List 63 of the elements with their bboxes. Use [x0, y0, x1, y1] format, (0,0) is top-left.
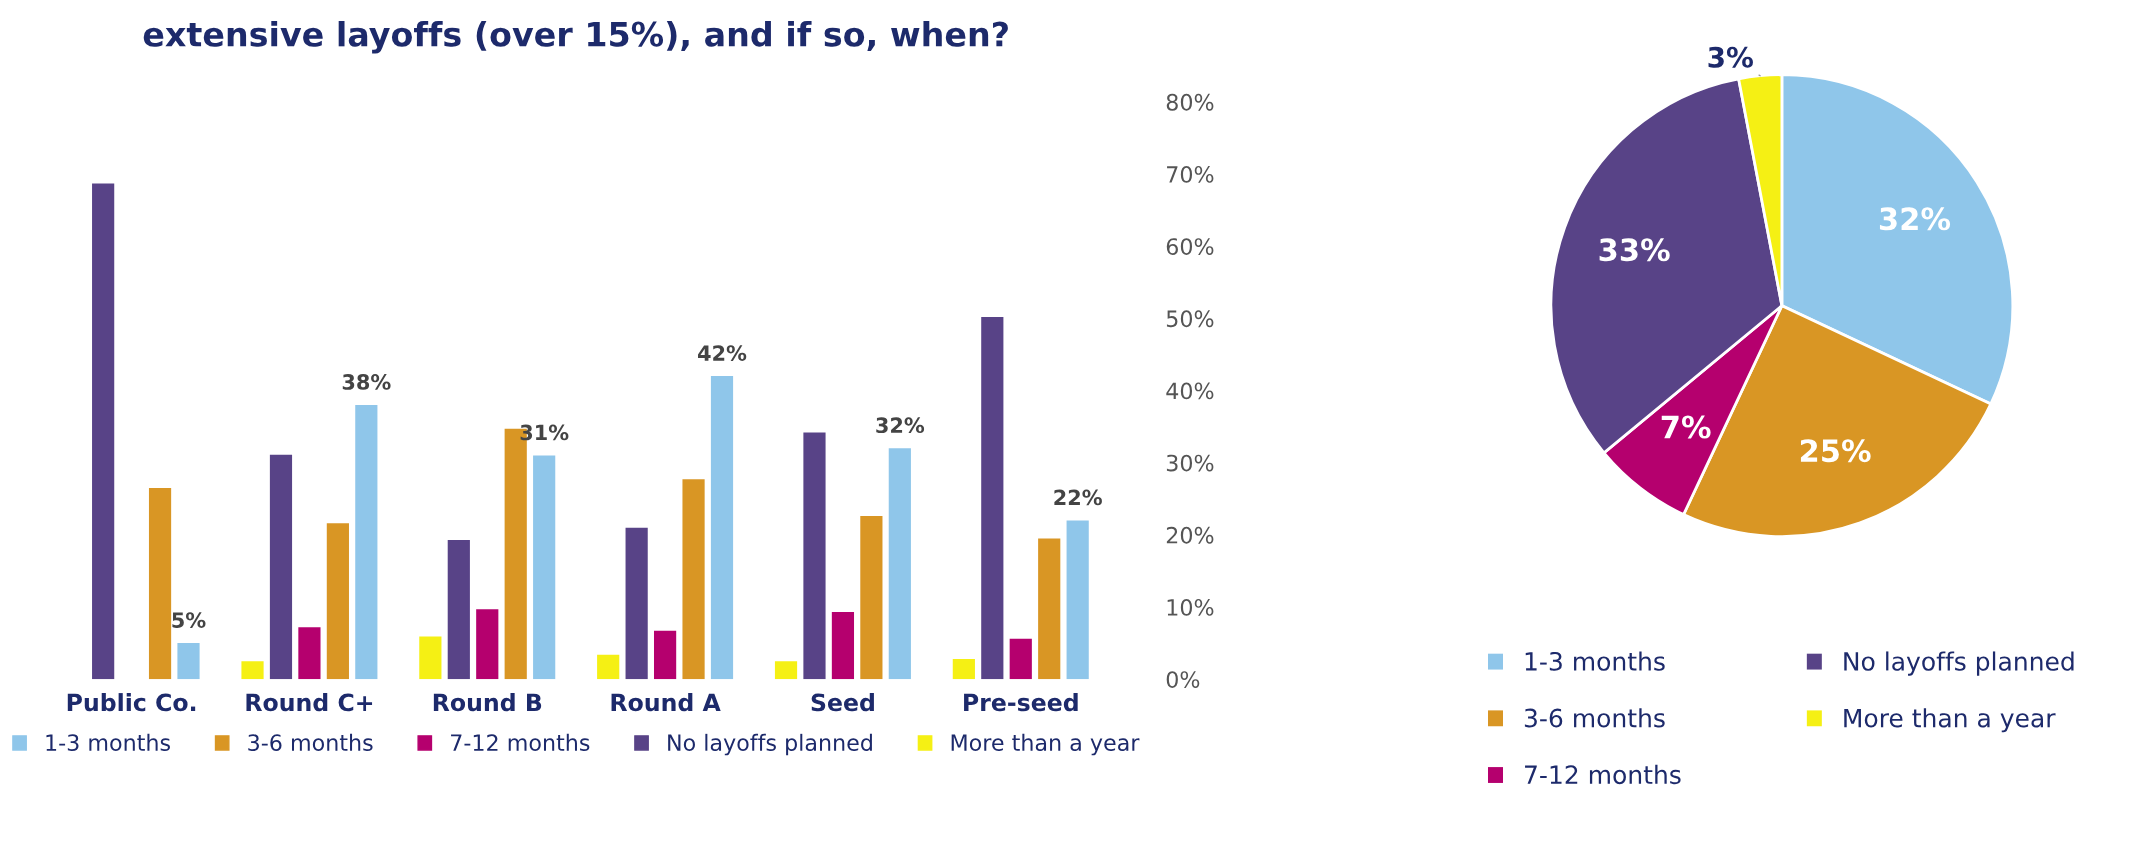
data-label: 25%: [1800, 439, 1871, 463]
data-label: 33%: [1599, 238, 1670, 262]
bar: [447, 539, 470, 680]
legend-label: 1-3 months: [1525, 651, 1665, 671]
x-tick-label: Round A: [611, 693, 721, 712]
y-tick-label: 10%: [1167, 598, 1214, 616]
bar: [888, 448, 911, 680]
bar: [803, 432, 826, 680]
legend-label: No layoffs planned: [1844, 651, 2074, 676]
bar: [533, 455, 556, 680]
y-tick-label: 80%: [1166, 93, 1214, 111]
data-label: 5%: [172, 612, 206, 628]
bar: [860, 516, 883, 680]
data-label: 42%: [698, 345, 747, 361]
bar: [654, 630, 677, 680]
data-label: 3%: [1708, 46, 1753, 68]
bar: [682, 479, 705, 680]
bar: [177, 643, 200, 680]
bar: [831, 612, 855, 680]
bar: [710, 376, 734, 680]
legend-label: 7-12 months: [1525, 764, 1681, 785]
bar: [476, 609, 499, 680]
bar: [597, 654, 620, 680]
bar: [148, 487, 172, 680]
x-tick-label: Seed: [811, 693, 874, 712]
bar: [269, 454, 293, 680]
data-label: 32%: [876, 417, 925, 434]
bar: [419, 636, 442, 680]
x-tick-label: Public Co.: [67, 693, 196, 712]
x-tick-label: Round C+: [246, 693, 373, 712]
bar: [355, 404, 378, 680]
bar: [1066, 520, 1089, 680]
bar: [326, 523, 349, 680]
y-tick-label: 50%: [1166, 310, 1214, 328]
y-tick-label: 40%: [1166, 382, 1214, 400]
legend-label: 3-6 months: [1524, 708, 1665, 728]
legend-label: 3-6 months: [248, 733, 373, 752]
bar: [952, 658, 975, 680]
x-tick-label: Pre-seed: [964, 693, 1078, 712]
y-tick-label: 60%: [1166, 238, 1214, 255]
y-tick-label: 20%: [1166, 526, 1214, 544]
legend-label: 7-12 months: [451, 733, 590, 752]
y-tick-label: 0%: [1166, 671, 1200, 688]
bar: [1009, 638, 1032, 680]
chart-title: extensive layoffs (over 15%), and if so, when?: [143, 21, 1008, 54]
data-label: 38%: [342, 374, 391, 390]
bar: [241, 661, 264, 680]
bar: [298, 627, 321, 680]
data-label: 7%: [1661, 415, 1711, 439]
data-label: 22%: [1054, 489, 1102, 506]
y-tick-label: 70%: [1167, 165, 1214, 183]
legend-label: More than a year: [951, 733, 1140, 756]
bar: [625, 527, 648, 680]
bar: [92, 183, 115, 680]
legend-label: More than a year: [1844, 708, 2056, 733]
data-label: 32%: [1879, 207, 1951, 231]
legend-label: 1-3 months: [46, 733, 170, 752]
bar: [774, 661, 798, 680]
bar: [1038, 538, 1061, 680]
legend-label: No layoffs planned: [668, 733, 872, 756]
bar: [981, 316, 1004, 680]
y-tick-label: 30%: [1166, 454, 1214, 472]
x-tick-label: Round B: [433, 693, 542, 712]
